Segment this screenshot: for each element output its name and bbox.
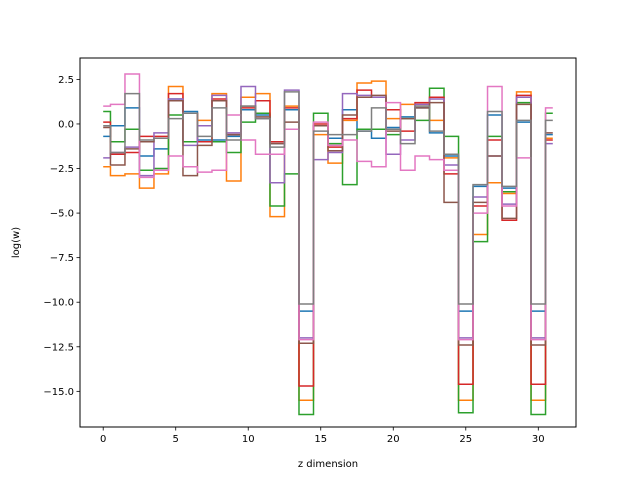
x-tick-label: 0 <box>100 434 106 445</box>
x-axis-ticks: 0 5 10 15 20 25 30 <box>100 427 545 445</box>
series-line-4 <box>103 85 553 339</box>
y-tick-label: −2.5 <box>50 164 74 175</box>
y-tick-label: −15.0 <box>43 387 74 398</box>
plot-series <box>103 73 553 416</box>
x-tick-label: 15 <box>314 434 327 445</box>
y-axis-ticks: 2.5 0.0 −2.5 −5.0 −7.5 −10.0 −12.5 −15.0 <box>43 75 80 398</box>
x-tick-label: 5 <box>173 434 179 445</box>
x-tick-label: 20 <box>387 434 400 445</box>
y-tick-label: 0.0 <box>58 119 74 130</box>
y-tick-label: −10.0 <box>43 298 74 309</box>
y-tick-label: −5.0 <box>50 209 74 220</box>
y-tick-label: −12.5 <box>43 342 74 353</box>
x-tick-label: 25 <box>459 434 472 445</box>
x-tick-label: 10 <box>242 434 255 445</box>
y-tick-label: 2.5 <box>58 75 74 86</box>
y-axis-label: log(w) <box>11 227 22 258</box>
plot-frame <box>79 57 577 428</box>
x-tick-label: 30 <box>532 434 545 445</box>
x-axis-label: z dimension <box>298 459 358 470</box>
series-line-7 <box>103 91 553 305</box>
series-line-6 <box>103 73 553 341</box>
y-tick-label: −7.5 <box>50 253 74 264</box>
